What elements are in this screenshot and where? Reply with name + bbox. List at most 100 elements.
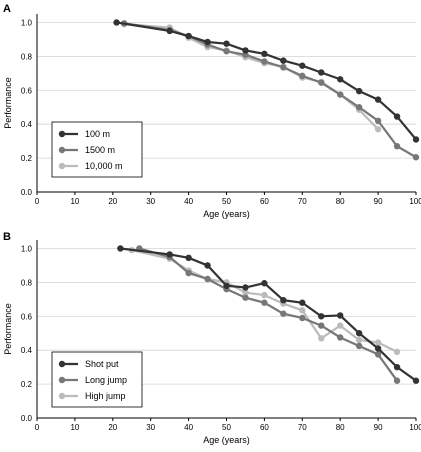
x-tick-label: 30	[146, 197, 155, 206]
legend-entry: 100 m	[85, 129, 110, 139]
y-tick-label: 0.4	[21, 120, 33, 129]
data-point	[299, 72, 306, 80]
data-point	[261, 291, 268, 299]
data-point	[355, 87, 363, 95]
data-point	[374, 126, 382, 133]
y-tick-label: 0.4	[21, 346, 33, 355]
y-tick-label: 0.6	[21, 312, 33, 321]
data-point	[261, 50, 268, 58]
data-point	[261, 280, 268, 287]
x-tick-label: 50	[222, 197, 231, 206]
data-point	[374, 339, 382, 346]
data-point	[280, 310, 287, 317]
data-point	[355, 330, 363, 337]
data-point	[393, 363, 401, 371]
panel-letter: A	[3, 3, 11, 15]
legend-entry: Shot put	[85, 359, 119, 369]
x-tick-label: 30	[146, 423, 155, 432]
data-point	[204, 262, 211, 269]
series-line	[131, 249, 398, 353]
data-point	[280, 64, 287, 71]
data-point	[204, 275, 211, 283]
data-point	[261, 299, 268, 306]
data-point	[185, 254, 192, 261]
y-tick-label: 0.6	[21, 86, 33, 95]
x-tick-label: 60	[260, 197, 269, 206]
data-point	[393, 143, 401, 150]
x-tick-label: 90	[374, 423, 383, 432]
x-tick-label: 90	[374, 197, 383, 206]
data-point	[166, 27, 173, 35]
x-tick-label: 0	[35, 197, 40, 206]
x-tick-label: 70	[298, 197, 307, 206]
data-point	[242, 294, 249, 301]
data-point	[299, 299, 306, 306]
data-point	[204, 38, 211, 46]
legend-swatch-marker	[58, 376, 66, 384]
legend-swatch-marker	[58, 360, 66, 368]
legend-swatch-marker	[58, 392, 66, 400]
y-axis-label: Performance	[3, 77, 13, 129]
data-point	[337, 334, 344, 341]
data-point	[242, 284, 249, 291]
series-line	[120, 247, 417, 382]
data-point	[318, 313, 325, 320]
data-point	[374, 117, 382, 125]
data-point	[166, 251, 173, 258]
data-point	[355, 104, 363, 111]
data-point	[223, 40, 230, 47]
legend-swatch-marker	[58, 162, 66, 170]
data-point	[412, 377, 420, 384]
y-tick-label: 0.0	[21, 188, 33, 197]
x-tick-label: 20	[108, 423, 117, 432]
legend-swatch-marker	[58, 146, 66, 154]
y-tick-label: 1.0	[21, 18, 33, 27]
data-point	[261, 58, 268, 65]
legend-entry: Long jump	[85, 375, 127, 385]
data-point	[185, 32, 192, 40]
data-point	[318, 322, 325, 329]
data-point	[337, 91, 344, 98]
data-point	[412, 136, 420, 143]
x-tick-label: 10	[70, 423, 79, 432]
panel-letter: B	[3, 231, 11, 243]
data-point	[185, 269, 192, 277]
data-point	[374, 96, 382, 103]
x-tick-label: 40	[184, 423, 193, 432]
data-point	[337, 322, 344, 329]
legend-entry: 10,000 m	[85, 161, 123, 171]
x-axis-label: Age (years)	[203, 209, 250, 219]
data-point	[374, 345, 382, 352]
x-tick-label: 70	[298, 423, 307, 432]
x-tick-label: 80	[336, 197, 345, 206]
y-axis-label: Performance	[3, 303, 13, 355]
data-point	[355, 336, 363, 344]
x-tick-label: 50	[222, 423, 231, 432]
data-point	[393, 377, 401, 384]
data-point	[242, 289, 249, 296]
y-tick-label: 0.2	[21, 154, 33, 163]
series-line	[139, 247, 398, 382]
y-tick-label: 0.0	[21, 414, 33, 423]
data-point	[299, 314, 306, 322]
data-point	[280, 57, 287, 64]
x-tick-label: 20	[108, 197, 117, 206]
x-tick-label: 10	[70, 197, 79, 206]
x-tick-label: 80	[336, 423, 345, 432]
data-point	[299, 62, 306, 69]
panel-b-chart: B 0.0 0.2 0.4 0.6 0.8 1.0 0 10 20 30 40 50 60 70 80 90 10…	[3, 231, 421, 445]
data-point	[318, 69, 325, 76]
data-point	[299, 307, 306, 314]
x-tick-label: 60	[260, 423, 269, 432]
x-tick-label: 100	[409, 423, 421, 432]
data-point	[318, 79, 325, 86]
x-tick-label: 100	[409, 197, 421, 206]
data-point	[242, 47, 249, 54]
legend-swatch-marker	[58, 130, 66, 138]
legend-entry: 1500 m	[85, 145, 115, 155]
y-tick-label: 0.2	[21, 380, 33, 389]
data-point	[117, 245, 124, 252]
data-point	[412, 154, 420, 161]
y-tick-label: 0.8	[21, 52, 33, 61]
